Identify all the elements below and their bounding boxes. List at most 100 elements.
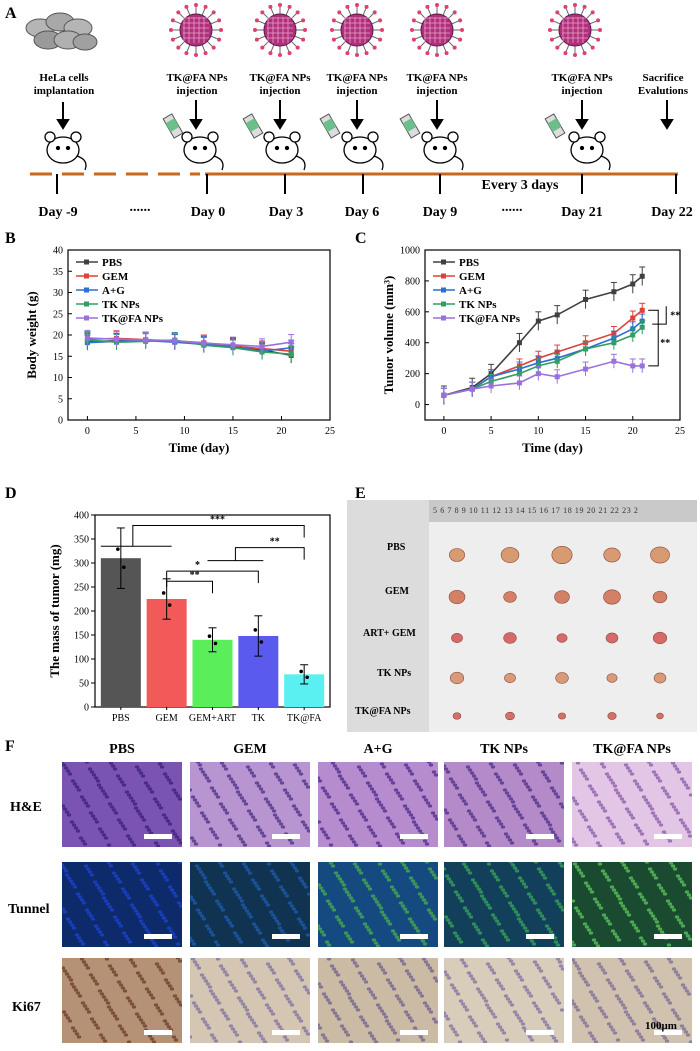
legend-label: PBS — [102, 257, 122, 269]
tumor-specimen — [652, 590, 668, 604]
x-tick-label: 5 — [489, 426, 494, 437]
scale-bar — [144, 1030, 172, 1035]
data-dot — [167, 603, 172, 607]
y-tick-label: 35 — [53, 267, 63, 278]
nanoparticle-icon — [330, 3, 384, 57]
col-header-pbs: PBS — [109, 742, 135, 757]
legend-label: GEM — [459, 271, 486, 283]
series-line — [443, 275, 643, 397]
series-line — [443, 326, 643, 397]
data-dot — [259, 640, 264, 644]
mouse-icon — [181, 131, 224, 171]
col-header-gem: GEM — [233, 742, 267, 757]
mouse-icon — [44, 131, 87, 171]
scale-bar — [144, 834, 172, 839]
row-header-he: H&E — [10, 800, 42, 815]
histology-image — [190, 958, 310, 1043]
y-tick-label: 5 — [58, 394, 63, 405]
tumor-specimen — [451, 633, 463, 643]
y-tick-label: 400 — [74, 511, 89, 522]
tumor-specimen — [500, 547, 520, 563]
x-tick-label: 20 — [628, 426, 638, 437]
significance-bracket — [234, 547, 305, 561]
y-tick-label: 300 — [74, 559, 89, 570]
hela-cells-icon — [25, 12, 98, 51]
col-header-tkfa-nps: TK@FA NPs — [593, 742, 671, 757]
data-point — [554, 374, 560, 380]
day-label-6: Day 6 — [344, 205, 380, 220]
panel-a-letter: A — [5, 5, 17, 22]
y-tick-label: 200 — [405, 369, 420, 380]
col-header-tk-nps: TK NPs — [480, 742, 528, 757]
chart-d-tumor-mass: 0 50 100 150 200 250 300 350 400 The mass of tumo… — [47, 511, 331, 724]
day-label-9: Day 9 — [422, 205, 458, 220]
histology-image — [572, 762, 692, 847]
tumor-specimen — [555, 672, 569, 684]
data-point — [516, 340, 522, 346]
y-tick-label: 0 — [84, 703, 89, 714]
scale-bar-label: 100μm — [645, 1020, 677, 1032]
every-3-days-label: Every 3 days — [481, 178, 559, 193]
syringe-icon — [242, 113, 264, 139]
tumor-specimen — [558, 712, 566, 720]
x-tick-label: 15 — [228, 426, 238, 437]
scale-bar — [654, 834, 682, 839]
x-axis-label: Time (day) — [522, 440, 583, 455]
data-dot — [305, 675, 309, 680]
row-header-ki67: Ki67 — [12, 1000, 41, 1015]
y-tick-label: 20 — [53, 331, 63, 342]
histology-image — [572, 862, 692, 947]
tumor-row-tkfa-nps: TK@FA NPs — [355, 706, 411, 717]
scale-bar — [144, 934, 172, 939]
x-tick-label: 25 — [675, 426, 685, 437]
nanoparticle-icon — [410, 3, 464, 57]
event-label-injection-day6: TK@FA NPs injection — [326, 72, 388, 97]
data-point — [630, 315, 636, 321]
tumor-specimen — [607, 712, 617, 720]
event-label-injection-day21: TK@FA NPs injection — [551, 72, 613, 97]
y-axis-label: Body weight (g) — [24, 291, 39, 378]
legend-marker — [84, 273, 89, 279]
scale-bar — [654, 934, 682, 939]
scale-bar — [400, 1030, 428, 1035]
legend-marker — [441, 287, 446, 293]
ruler-numbers: 5 6 7 8 9 10 11 12 13 14 15 16 17 18 19 … — [433, 506, 639, 515]
data-dot — [207, 634, 212, 638]
legend-label: TK@FA NPs — [102, 313, 164, 325]
day-ellipsis-2: ...... — [501, 200, 523, 215]
tumor-specimen — [449, 548, 465, 562]
significance-bracket — [652, 306, 667, 325]
data-point — [143, 337, 149, 343]
y-tick-label: 150 — [74, 631, 89, 642]
legend-marker — [84, 301, 89, 307]
tumor-row-tk-nps: TK NPs — [377, 668, 412, 679]
y-tick-label: 1000 — [400, 246, 420, 257]
histology-image — [190, 862, 310, 947]
legend-marker — [441, 301, 446, 307]
y-tick-label: 350 — [74, 535, 89, 546]
data-point — [488, 383, 494, 389]
syringe-icon — [544, 113, 566, 139]
chart-c-tumor-volume: 0 5 10 15 20 25 0 200 400 600 800 1000 Time (day) Tum… — [381, 246, 685, 456]
data-point — [259, 343, 265, 349]
tumor-specimen — [551, 546, 573, 564]
significance-bracket — [166, 580, 213, 594]
scale-bar — [654, 1030, 682, 1035]
legend-label: A+G — [102, 285, 125, 297]
legend-marker — [84, 315, 89, 321]
tumor-photo: 5 6 7 8 9 10 11 12 13 14 15 16 17 18 19 … — [347, 500, 697, 732]
tumor-row-art-gem: ART+ GEM — [363, 628, 416, 639]
x-tick-label: GEM — [156, 713, 178, 724]
y-tick-label: 0 — [415, 400, 420, 411]
panel-c-letter: C — [355, 230, 367, 247]
x-tick-label: 15 — [581, 426, 591, 437]
data-point — [288, 351, 294, 357]
significance-bracket — [132, 525, 305, 547]
legend-label: GEM — [102, 271, 129, 283]
panel-f-letter: F — [5, 738, 15, 755]
data-dot — [253, 628, 258, 632]
col-header-ag: A+G — [363, 742, 393, 757]
data-point — [639, 363, 645, 369]
y-tick-label: 200 — [74, 607, 89, 618]
data-dot — [299, 669, 303, 674]
